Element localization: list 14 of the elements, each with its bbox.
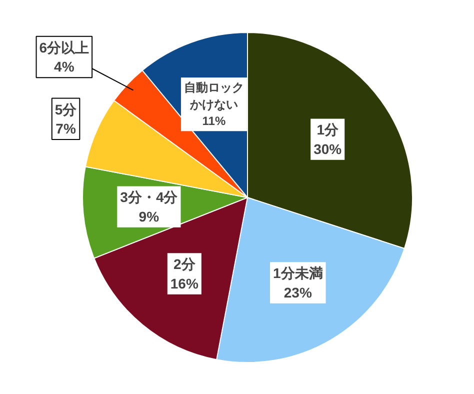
slice-label: 1分未満 — [273, 265, 323, 282]
data-label: 7% — [56, 120, 76, 136]
slice-label: 自動ロックかけない — [184, 80, 244, 112]
slice-label: 2分 — [174, 256, 196, 272]
data-label: 4% — [54, 58, 75, 75]
slice-label: 5分 — [54, 101, 78, 118]
slice-label: 1分 — [316, 122, 340, 138]
slice-label: 6分以上 — [39, 39, 90, 56]
data-label: 11% — [202, 114, 226, 128]
data-label: 30% — [314, 140, 342, 157]
data-label: 23% — [284, 284, 312, 300]
data-label: 9% — [138, 208, 160, 224]
slice-label: 3分・4分 — [120, 189, 179, 206]
data-label: 16% — [170, 275, 199, 292]
